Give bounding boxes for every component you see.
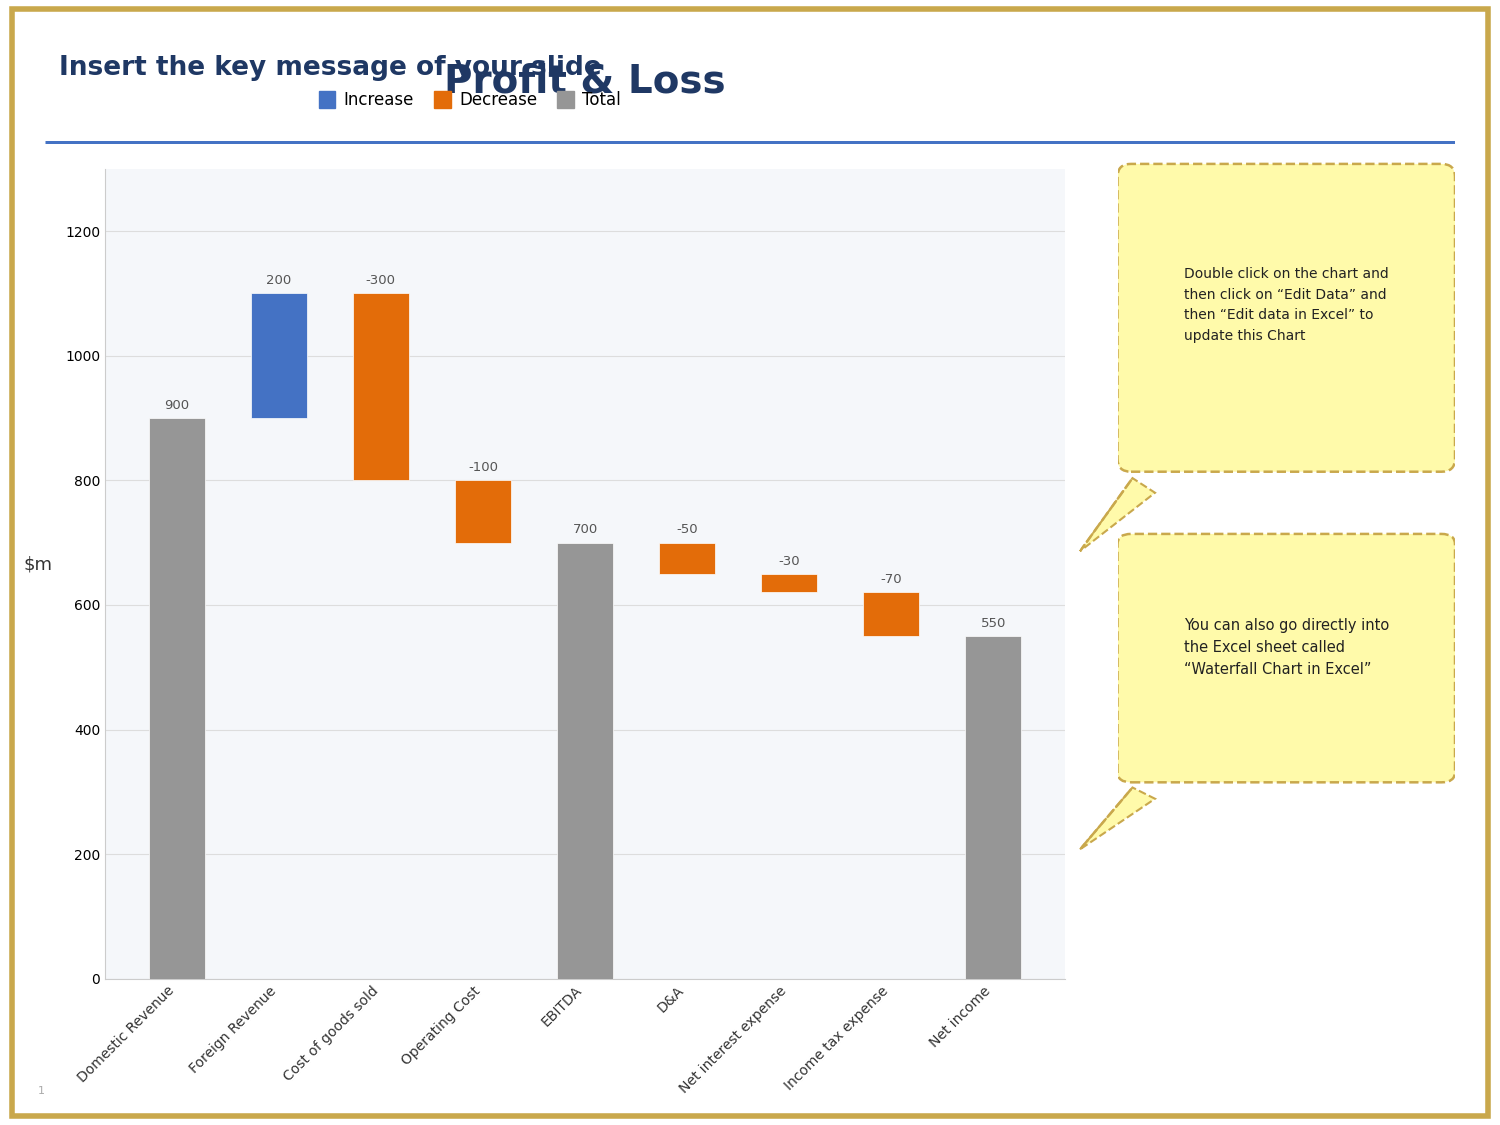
Bar [454,480,512,542]
Bar [352,294,410,480]
Text: Insert the key message of your slide: Insert the key message of your slide [58,55,602,81]
Text: 200: 200 [266,274,291,287]
Legend: Increase, Decrease, Total: Increase, Decrease, Total [312,84,627,116]
Bar [760,574,818,593]
Bar [964,636,1022,979]
Title: Profit & Loss: Profit & Loss [444,62,726,100]
Text: Double click on the chart and
then click on “Edit Data” and
then “Edit data in E: Double click on the chart and then click… [1184,267,1389,343]
Text: -70: -70 [880,574,902,586]
Text: -300: -300 [366,274,396,287]
Text: -30: -30 [778,555,800,567]
Bar [556,542,614,979]
Text: 900: 900 [164,398,189,412]
Text: -50: -50 [676,523,698,537]
Bar [148,418,206,979]
Text: 550: 550 [981,616,1006,630]
Text: 700: 700 [573,523,597,537]
Text: 1: 1 [38,1087,45,1096]
Bar [862,593,919,636]
Text: -100: -100 [468,461,498,474]
Y-axis label: $m: $m [24,556,52,574]
Bar [251,294,308,418]
FancyBboxPatch shape [1118,164,1455,471]
Text: You can also go directly into
the Excel sheet called
“Waterfall Chart in Excel”: You can also go directly into the Excel … [1184,618,1389,677]
Bar [658,542,716,574]
FancyBboxPatch shape [1118,534,1455,782]
